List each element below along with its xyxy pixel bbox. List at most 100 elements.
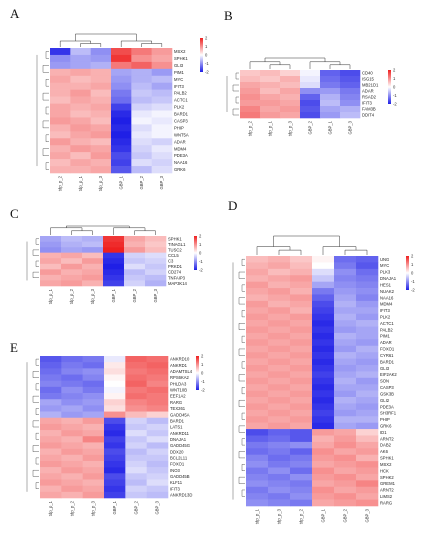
heatmap-cell [61,368,83,375]
heatmap-cell [268,320,291,327]
heatmap-cell [131,48,152,56]
sample-label: GBP_3 [153,288,158,302]
heatmap-cell [246,435,269,443]
heatmap-cell [268,313,291,321]
heatmap-cell [356,429,379,436]
color-key-tick: 2 [411,254,414,259]
heatmap-cell [145,258,167,265]
heatmap-cell [356,300,379,308]
heatmap-cell [61,356,83,363]
heatmap-cell [356,364,379,372]
heatmap-cell [90,96,112,104]
heatmap-cell [334,403,357,411]
heatmap-cell [312,416,335,423]
heatmap-cell [240,112,261,119]
heatmap-cell [268,371,291,379]
heatmap-cell [268,332,291,340]
heatmap-cell [131,82,152,90]
heatmap-cell [61,247,83,253]
gene-label: GADD45B [170,474,190,479]
heatmap-cell [82,473,105,480]
heatmap-cell [125,479,147,486]
gene-label: SPHK2 [380,475,394,480]
heatmap-cell [50,110,71,118]
heatmap-cell [334,326,357,334]
heatmap-cell [104,467,126,474]
heatmap-cell [50,166,71,174]
heatmap-cell [125,454,147,462]
heatmap-cell [356,448,379,456]
heatmap-cell [125,393,147,400]
heatmap-cell [300,100,321,107]
gene-label: LIMS2 [380,494,393,499]
heatmap-cell [280,70,301,77]
heatmap-cell [334,256,357,263]
gene-label: PRKD1 [168,264,183,269]
heatmap-cell [246,345,269,353]
heatmap-cell [290,307,313,314]
heatmap-cell [111,138,132,146]
heatmap-cell [50,159,71,167]
heatmap-cell [125,405,147,412]
gene-label: PALB2 [174,91,187,96]
heatmap-cell [290,268,313,276]
gene-label: GADD45G [170,443,190,448]
heatmap-cell [151,117,173,125]
gene-label: TEX261 [170,406,186,411]
heatmap-cell [104,460,126,468]
heatmap-cell [104,491,126,499]
heatmap-cell [131,166,152,174]
gene-label: ARNT2 [380,488,394,493]
gene-label: PLK3 [380,270,391,275]
heatmap-cell [268,467,291,475]
heatmap-cell [146,362,169,369]
gene-label: RSAD2 [362,95,377,100]
heatmap-cell [70,54,91,63]
heatmap-cell [82,258,104,265]
sample-label: GBP_3 [159,175,164,189]
heatmap-cell [82,467,105,474]
color-key-tick: 2 [201,354,204,359]
heatmap-cell [246,268,269,276]
heatmap-cell [356,294,379,302]
heatmap-cell [290,262,313,270]
heatmap-cell [82,393,105,400]
gene-label: GRK6 [174,167,186,172]
heatmap-cell [268,262,291,270]
heatmap-cell [61,380,83,388]
heatmap-cell [320,70,341,77]
heatmap-cell [90,103,112,111]
color-key-tick: 1 [411,262,414,267]
gene-label: WNT5A [174,132,189,137]
heatmap-cell [312,345,335,353]
heatmap-cell [61,393,83,400]
heatmap-cell [146,423,169,431]
heatmap-cell [146,485,169,493]
heatmap-cell [131,117,152,125]
heatmap-cell [240,88,261,95]
heatmap-cell [280,106,301,113]
heatmap-cell [111,75,132,84]
heatmap-cell [70,124,91,132]
gene-label: ADAR [174,139,186,144]
heatmap-cell [290,409,313,417]
heatmap-cell [82,241,104,248]
heatmap-cell [40,247,62,253]
heatmap-cell [146,454,169,462]
heatmap-cell [125,491,147,499]
heatmap-cell [70,117,91,125]
gene-label: ARNT2 [380,436,394,441]
heatmap-cell [40,374,62,381]
heatmap-cell [246,313,269,321]
sample-label: tdp_p_1 [48,288,53,304]
heatmap-cell [82,380,105,388]
heatmap-cell [334,435,357,443]
heatmap-cell [356,384,379,391]
heatmap-cell [146,436,169,443]
gene-label: PLK2 [380,315,391,320]
heatmap-cell [356,403,379,411]
heatmap-cell [290,326,313,334]
heatmap-cell [103,247,125,253]
